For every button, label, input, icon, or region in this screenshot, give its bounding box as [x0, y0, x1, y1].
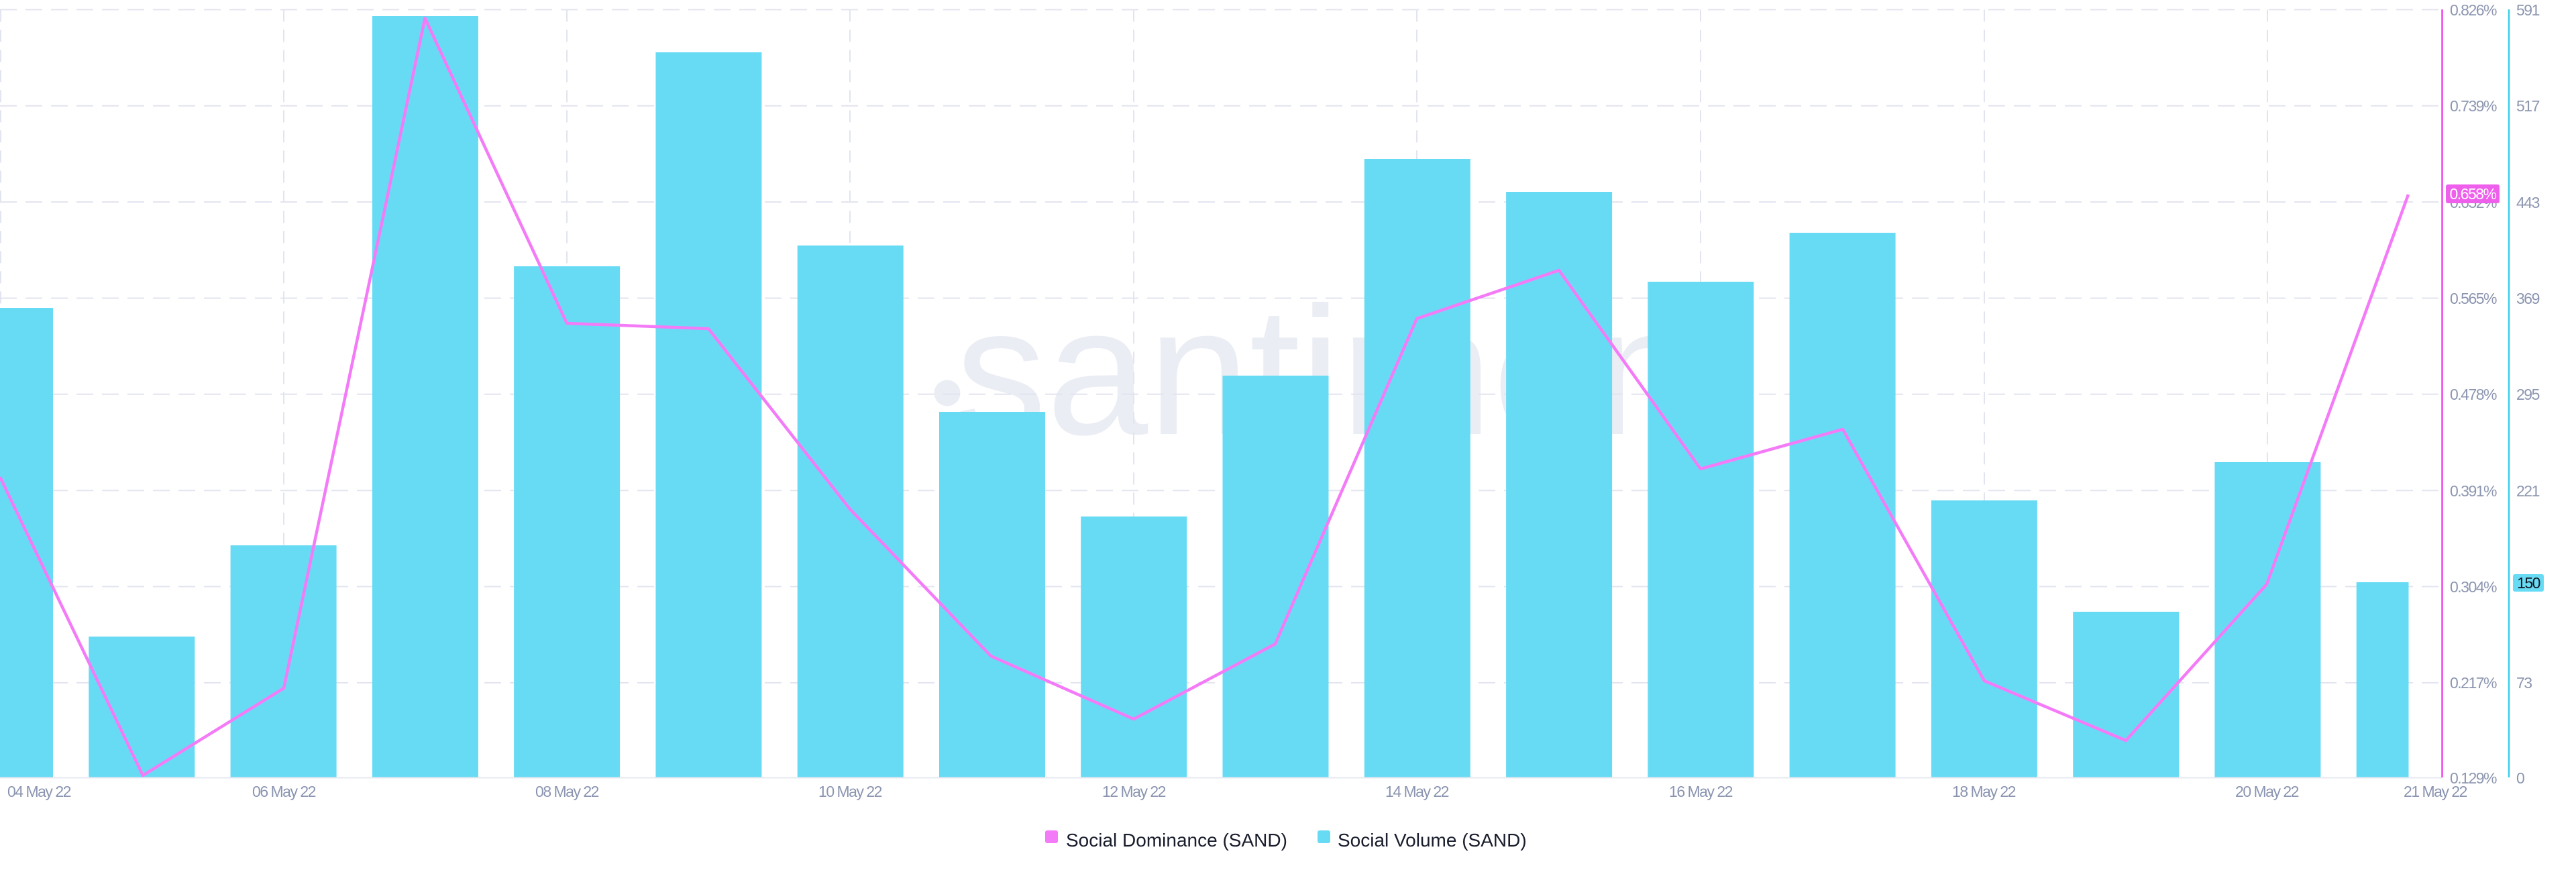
svg-text:295: 295: [2516, 386, 2540, 403]
svg-text:0.217%: 0.217%: [2450, 674, 2497, 692]
svg-text:150: 150: [2517, 574, 2540, 592]
svg-text:10 May 22: 10 May 22: [818, 783, 882, 800]
svg-text:0: 0: [2516, 769, 2524, 787]
svg-text:08 May 22: 08 May 22: [535, 783, 599, 800]
svg-text:0.565%: 0.565%: [2450, 290, 2497, 307]
svg-text:16 May 22: 16 May 22: [1669, 783, 1733, 800]
svg-text:443: 443: [2516, 194, 2540, 211]
svg-text:0.658%: 0.658%: [2449, 185, 2496, 203]
svg-text:0.739%: 0.739%: [2450, 97, 2497, 115]
svg-text:santiment: santiment: [955, 269, 1747, 473]
svg-text:591: 591: [2516, 1, 2540, 19]
svg-text:0.391%: 0.391%: [2450, 482, 2497, 500]
svg-text:20 May 22: 20 May 22: [2235, 783, 2299, 800]
svg-text:Social Dominance (SAND): Social Dominance (SAND): [1066, 830, 1287, 851]
svg-text:12 May 22: 12 May 22: [1102, 783, 1166, 800]
svg-text:0.826%: 0.826%: [2450, 1, 2497, 19]
svg-text:73: 73: [2516, 674, 2532, 692]
svg-text:04 May 22: 04 May 22: [7, 783, 71, 800]
svg-text:517: 517: [2516, 97, 2540, 115]
svg-text:18 May 22: 18 May 22: [1952, 783, 2016, 800]
svg-text:14 May 22: 14 May 22: [1385, 783, 1449, 800]
svg-text:21 May 22: 21 May 22: [2404, 783, 2467, 800]
svg-text:Social Volume (SAND): Social Volume (SAND): [1338, 830, 1527, 851]
svg-text:0.304%: 0.304%: [2450, 578, 2497, 596]
svg-text:0.478%: 0.478%: [2450, 386, 2497, 403]
svg-text:0.129%: 0.129%: [2450, 769, 2497, 787]
svg-text:221: 221: [2516, 482, 2540, 500]
svg-text:06 May 22: 06 May 22: [252, 783, 316, 800]
svg-text:369: 369: [2516, 290, 2540, 307]
